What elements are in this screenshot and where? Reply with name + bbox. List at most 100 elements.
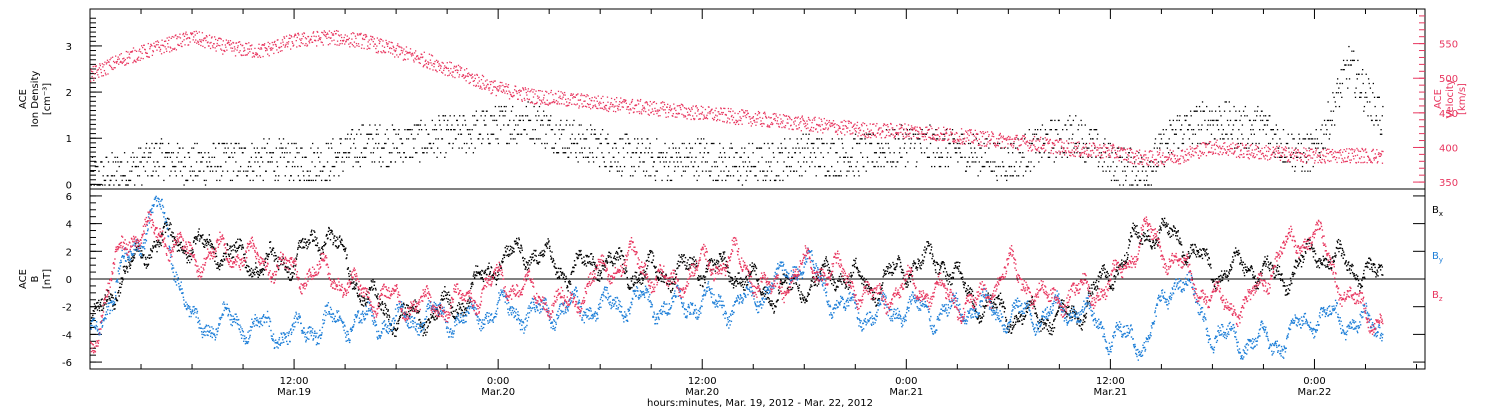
- density-point: [681, 142, 683, 145]
- velocity-point: [283, 36, 285, 38]
- velocity-point: [617, 107, 619, 110]
- velocity-point: [992, 133, 994, 135]
- density-point: [772, 142, 774, 145]
- bx-point: [144, 263, 146, 266]
- velocity-point: [1277, 152, 1279, 154]
- density-point: [363, 156, 366, 158]
- density-point: [1324, 147, 1326, 149]
- velocity-point: [193, 36, 195, 38]
- velocity-point: [761, 125, 763, 127]
- density-point: [110, 175, 113, 177]
- density-point: [566, 147, 569, 149]
- velocity-point: [530, 90, 532, 92]
- density-point: [435, 129, 438, 131]
- velocity-point: [369, 43, 371, 45]
- density-point: [842, 156, 845, 158]
- velocity-point: [490, 92, 492, 95]
- density-point: [1110, 165, 1112, 168]
- density-point: [1328, 138, 1330, 140]
- velocity-point: [182, 32, 185, 35]
- velocity-point: [367, 45, 369, 47]
- velocity-point: [1126, 148, 1129, 150]
- velocity-point: [1246, 150, 1248, 152]
- velocity-point: [662, 109, 665, 111]
- density-point: [415, 124, 417, 126]
- velocity-point: [797, 128, 799, 130]
- density-point: [469, 133, 472, 135]
- density-point: [1076, 147, 1079, 149]
- velocity-point: [402, 59, 405, 61]
- velocity-point: [1157, 164, 1160, 166]
- density-point: [1256, 110, 1258, 112]
- density-point: [478, 138, 480, 140]
- velocity-point: [456, 71, 459, 74]
- velocity-point: [1204, 142, 1206, 145]
- velocity-point: [997, 141, 999, 143]
- density-point: [1271, 129, 1273, 131]
- velocity-point: [1269, 158, 1271, 160]
- velocity-point: [220, 38, 222, 40]
- velocity-point: [1143, 154, 1145, 156]
- velocity-point: [446, 62, 448, 64]
- velocity-series: [90, 29, 1384, 166]
- velocity-point: [1369, 158, 1371, 160]
- velocity-point: [664, 109, 666, 111]
- velocity-point: [1265, 150, 1268, 153]
- density-point: [941, 156, 944, 158]
- velocity-point: [98, 76, 100, 78]
- density-point: [1116, 165, 1118, 168]
- velocity-point: [360, 47, 363, 49]
- velocity-point: [716, 115, 718, 117]
- velocity-point: [104, 61, 106, 63]
- velocity-point: [806, 120, 808, 122]
- density-point: [973, 161, 975, 163]
- density-point: [317, 156, 320, 158]
- density-point: [1098, 161, 1100, 163]
- velocity-point: [1194, 151, 1196, 153]
- velocity-point: [596, 100, 598, 102]
- velocity-point: [944, 129, 946, 131]
- velocity-point: [1148, 164, 1150, 166]
- density-point: [1265, 133, 1267, 135]
- velocity-point: [374, 43, 376, 45]
- velocity-point: [246, 43, 248, 45]
- density-point: [177, 152, 179, 154]
- velocity-tick-label: 400: [1439, 143, 1458, 154]
- velocity-point: [479, 85, 482, 87]
- density-point: [951, 129, 954, 131]
- velocity-point: [626, 108, 628, 110]
- density-point: [1011, 175, 1013, 177]
- density-point: [1205, 142, 1207, 145]
- velocity-point: [685, 107, 687, 110]
- velocity-point: [1170, 157, 1172, 160]
- density-point: [373, 161, 376, 163]
- velocity-point: [468, 72, 470, 74]
- density-point: [1112, 161, 1114, 163]
- velocity-point: [1214, 148, 1216, 151]
- velocity-point: [262, 55, 264, 58]
- density-point: [326, 179, 328, 182]
- density-point: [832, 142, 834, 145]
- velocity-point: [103, 69, 106, 72]
- velocity-point: [1372, 148, 1374, 151]
- velocity-point: [723, 121, 725, 123]
- velocity-point: [222, 40, 224, 42]
- velocity-point: [888, 129, 891, 131]
- velocity-point: [750, 121, 752, 123]
- velocity-point: [1282, 151, 1284, 154]
- velocity-point: [1075, 149, 1077, 151]
- bx-point: [137, 245, 139, 247]
- velocity-point: [299, 38, 301, 40]
- velocity-point: [139, 51, 142, 53]
- density-point: [811, 161, 813, 163]
- velocity-point: [1334, 150, 1336, 153]
- density-point: [1172, 129, 1174, 131]
- velocity-point: [648, 109, 650, 111]
- velocity-point: [631, 100, 633, 102]
- velocity-point: [495, 94, 497, 97]
- density-point: [1070, 124, 1073, 126]
- density-point: [864, 142, 867, 145]
- velocity-point: [564, 94, 566, 96]
- density-point: [506, 142, 508, 145]
- velocity-point: [931, 134, 934, 136]
